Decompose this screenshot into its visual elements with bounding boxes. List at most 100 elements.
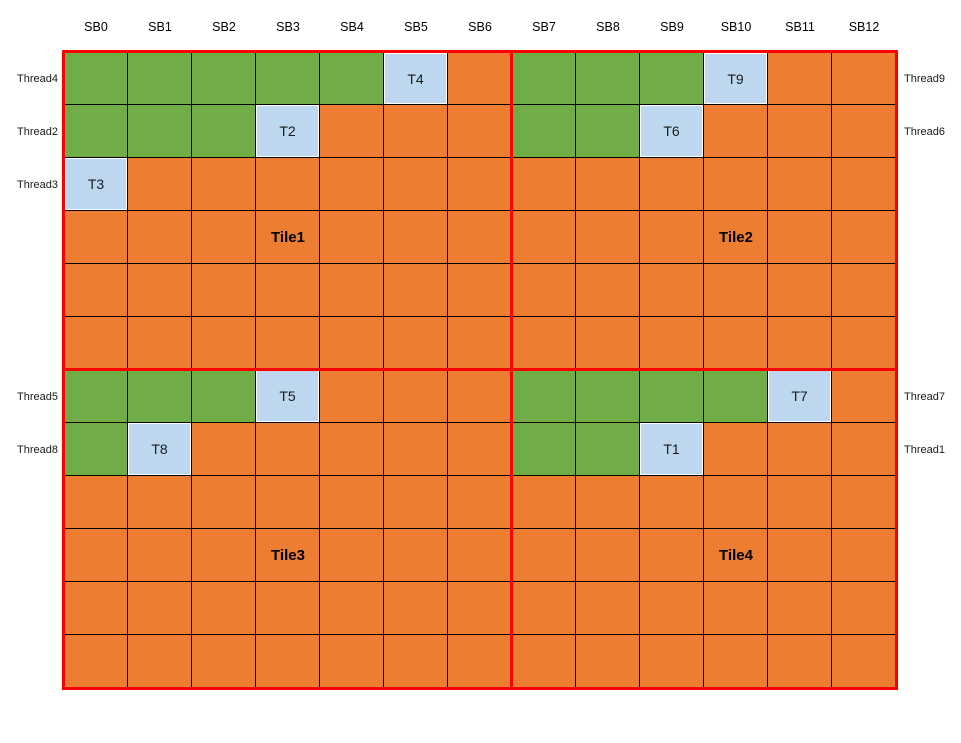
- thread-position-label: T5: [279, 388, 296, 404]
- thread-label-thread8: Thread8: [17, 443, 58, 456]
- grid-cell: [128, 635, 192, 688]
- grid-cell: [256, 264, 320, 317]
- grid-cell: [512, 582, 576, 635]
- grid-cell: [128, 317, 192, 370]
- column-header-sb0: SB0: [84, 20, 108, 34]
- grid-cell: [384, 635, 448, 688]
- column-headers: SB0 SB1 SB2 SB3 SB4 SB5 SB6 SB7 SB8 SB9 SB10 SB11 SB…: [64, 14, 896, 40]
- grid-cell: [192, 529, 256, 582]
- grid-cell: [256, 635, 320, 688]
- grid-cell: [640, 158, 704, 211]
- grid-cell: [128, 264, 192, 317]
- grid-cell: [640, 211, 704, 264]
- grid-cell: [64, 105, 128, 158]
- grid-cell: [64, 582, 128, 635]
- thread-position-label: T4: [407, 70, 424, 87]
- grid-cell: [832, 317, 896, 370]
- grid-cell: [192, 211, 256, 264]
- grid-cell: [448, 264, 512, 317]
- column-header-sb2: SB2: [212, 20, 236, 34]
- thread-position-label: T7: [791, 388, 808, 404]
- grid-cell: [64, 52, 128, 105]
- grid-cell: [640, 476, 704, 529]
- grid-cell: [256, 158, 320, 211]
- grid-cell: [192, 52, 256, 105]
- grid-cell: [384, 582, 448, 635]
- grid-cell: [576, 370, 640, 423]
- grid-cell: [704, 158, 768, 211]
- grid-cell: [832, 370, 896, 423]
- grid-cell: [512, 158, 576, 211]
- column-header-sb8: SB8: [596, 20, 620, 34]
- grid-cell: [384, 423, 448, 476]
- grid-cell: [576, 264, 640, 317]
- grid-cell: [448, 582, 512, 635]
- grid-cell: [768, 582, 832, 635]
- column-header-sb12: SB12: [848, 20, 880, 34]
- grid-cell: [320, 529, 384, 582]
- grid-cell: [576, 582, 640, 635]
- grid-cell: [320, 105, 384, 158]
- thread-label-thread9: Thread9: [904, 72, 945, 85]
- grid-cell: [128, 105, 192, 158]
- thread-position-cell-t9: T9: [704, 52, 768, 105]
- grid-cell: [512, 211, 576, 264]
- superblock-grid: T4 T9 T2 T6 T3 T5 T7 T8 T1 Tile1 Tile2 Tile3 Tile4: [62, 50, 898, 690]
- thread-label-thread4: Thread4: [17, 72, 58, 85]
- grid-cell: [256, 582, 320, 635]
- grid-cell: [320, 52, 384, 105]
- grid-cell: [704, 317, 768, 370]
- grid-cell: [384, 317, 448, 370]
- thread-label-thread2: Thread2: [17, 125, 58, 138]
- grid-cell: [576, 317, 640, 370]
- grid-cell: [832, 635, 896, 688]
- thread-position-cell-t3: T3: [64, 158, 128, 211]
- grid-cell: [64, 370, 128, 423]
- grid-cell: [640, 370, 704, 423]
- thread-position-cell-t2: T2: [256, 105, 320, 158]
- grid-cell: [768, 635, 832, 688]
- thread-label-thread3: Thread3: [17, 178, 58, 191]
- thread-label-thread1: Thread1: [904, 443, 945, 456]
- thread-position-cell-t6: T6: [640, 105, 704, 158]
- grid-cell: [384, 264, 448, 317]
- grid-cell: [512, 423, 576, 476]
- grid-cell: [320, 635, 384, 688]
- grid-cell: [384, 529, 448, 582]
- grid-cell: [576, 105, 640, 158]
- column-header-sb6: SB6: [468, 20, 492, 34]
- grid-cell: [832, 529, 896, 582]
- grid-cell: [832, 52, 896, 105]
- grid-cell: [128, 158, 192, 211]
- grid-cells: T4 T9 T2 T6 T3 T5 T7 T8 T1: [64, 52, 896, 688]
- grid-cell: [448, 370, 512, 423]
- grid-cell: [704, 635, 768, 688]
- grid-cell: [512, 317, 576, 370]
- grid-cell: [448, 105, 512, 158]
- grid-cell: [256, 52, 320, 105]
- thread-label-thread6: Thread6: [904, 125, 945, 138]
- grid-cell: [64, 317, 128, 370]
- grid-cell: [832, 211, 896, 264]
- grid-cell: [512, 635, 576, 688]
- grid-cell: [256, 476, 320, 529]
- grid-cell: [768, 158, 832, 211]
- grid-cell: [320, 476, 384, 529]
- grid-cell: [256, 211, 320, 264]
- grid-cell: [320, 211, 384, 264]
- grid-cell: [384, 158, 448, 211]
- grid-cell: [192, 370, 256, 423]
- grid-cell: [448, 635, 512, 688]
- grid-cell: [576, 52, 640, 105]
- grid-cell: [576, 476, 640, 529]
- grid-cell: [128, 476, 192, 529]
- grid-cell: [320, 370, 384, 423]
- grid-cell: [768, 264, 832, 317]
- thread-position-label: T2: [279, 123, 296, 139]
- grid-cell: [512, 370, 576, 423]
- grid-cell: [128, 582, 192, 635]
- column-header-sb3: SB3: [276, 20, 300, 34]
- grid-cell: [640, 635, 704, 688]
- grid-cell: [704, 582, 768, 635]
- grid-cell: [192, 635, 256, 688]
